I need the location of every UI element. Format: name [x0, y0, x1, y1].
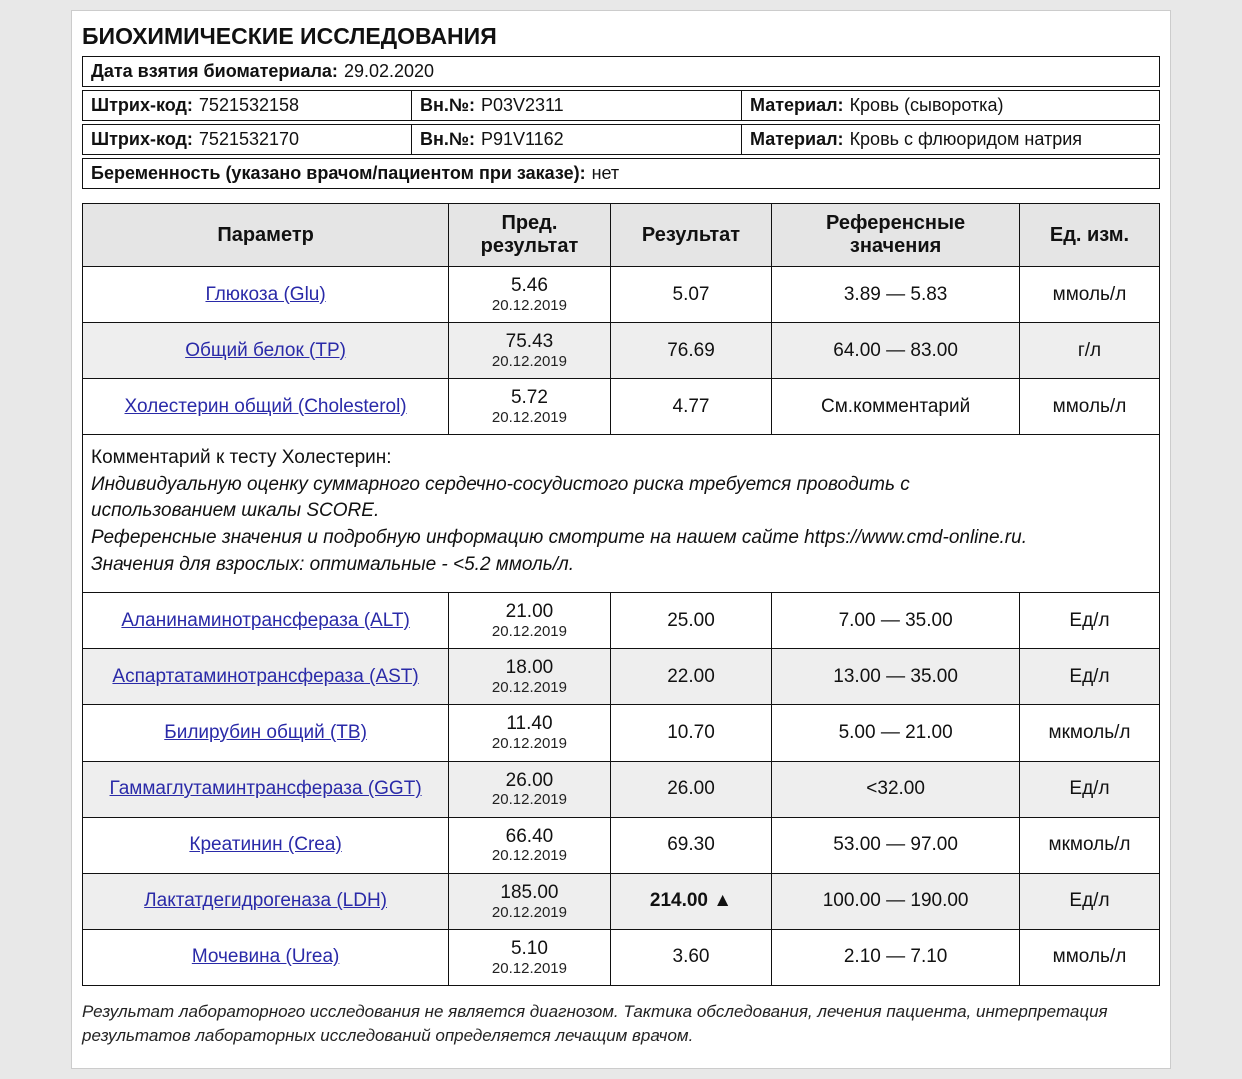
param-link[interactable]: Билирубин общий (TB) [164, 722, 367, 743]
param-link[interactable]: Гаммаглутаминтрансфераза (GGT) [110, 778, 422, 799]
prev-cell: 5.7220.12.2019 [449, 379, 611, 435]
unit-cell: мкмоль/л [1019, 705, 1159, 761]
param-link[interactable]: Креатинин (Crea) [189, 834, 341, 855]
prev-cell: 5.1020.12.2019 [449, 929, 611, 985]
meta-pregnancy: Беременность (указано врачом/пациентом п… [82, 158, 1160, 189]
ref-cell: 2.10 — 7.10 [772, 929, 1020, 985]
table-row: Лактатдегидрогеназа (LDH) 185.0020.12.201… [83, 873, 1160, 929]
meta-date-value: 29.02.2020 [344, 61, 434, 82]
prev-cell: 11.4020.12.2019 [449, 705, 611, 761]
param-cell: Холестерин общий (Cholesterol) [83, 379, 449, 435]
col-prev: Пред. результат [449, 204, 611, 267]
param-link[interactable]: Лактатдегидрогеназа (LDH) [144, 890, 387, 911]
ref-cell: 53.00 — 97.00 [772, 817, 1020, 873]
param-cell: Общий белок (TP) [83, 323, 449, 379]
unit-cell: ммоль/л [1019, 379, 1159, 435]
meta-date-label: Дата взятия биоматериала: [91, 61, 338, 82]
prev-cell: 75.4320.12.2019 [449, 323, 611, 379]
prev-cell: 66.4020.12.2019 [449, 817, 611, 873]
ref-cell: 64.00 — 83.00 [772, 323, 1020, 379]
table-row: Мочевина (Urea) 5.1020.12.20193.602.10 — … [83, 929, 1160, 985]
result-cell: 3.60 [610, 929, 772, 985]
col-result: Результат [610, 204, 772, 267]
param-link[interactable]: Холестерин общий (Cholesterol) [125, 396, 407, 417]
section-title: БИОХИМИЧЕСКИЕ ИССЛЕДОВАНИЯ [82, 23, 1160, 50]
meta-barcode-1: Штрих-код: 7521532170 [82, 124, 412, 155]
result-cell: 22.00 [610, 649, 772, 705]
col-ref: Референсные значения [772, 204, 1020, 267]
result-cell: 26.00 [610, 761, 772, 817]
param-cell: Креатинин (Crea) [83, 817, 449, 873]
param-cell: Аспартатаминотрансфераза (AST) [83, 649, 449, 705]
lab-report-sheet: БИОХИМИЧЕСКИЕ ИССЛЕДОВАНИЯ Дата взятия б… [71, 10, 1171, 1069]
meta-material-0: Материал: Кровь (сыворотка) [742, 90, 1160, 121]
result-cell: 25.00 [610, 593, 772, 649]
table-row: Аспартатаминотрансфераза (AST) 18.0020.12… [83, 649, 1160, 705]
result-cell: 10.70 [610, 705, 772, 761]
meta-vn-1: Вн.№: P91V1162 [412, 124, 742, 155]
param-cell: Глюкоза (Glu) [83, 267, 449, 323]
prev-cell: 21.0020.12.2019 [449, 593, 611, 649]
param-link[interactable]: Мочевина (Urea) [192, 946, 340, 967]
results-header-row: Параметр Пред. результат Результат Рефер… [83, 204, 1160, 267]
param-cell: Аланинаминотрансфераза (ALT) [83, 593, 449, 649]
unit-cell: Ед/л [1019, 593, 1159, 649]
unit-cell: ммоль/л [1019, 267, 1159, 323]
unit-cell: ммоль/л [1019, 929, 1159, 985]
comment-cell: Комментарий к тесту Холестерин:Индивидуа… [83, 435, 1160, 593]
meta-material-1: Материал: Кровь с флюоридом натрия [742, 124, 1160, 155]
meta-barcode-0: Штрих-код: 7521532158 [82, 90, 412, 121]
table-row: Глюкоза (Glu) 5.4620.12.20195.073.89 — 5.… [83, 267, 1160, 323]
param-link[interactable]: Аланинаминотрансфераза (ALT) [121, 610, 409, 631]
table-row: Холестерин общий (Cholesterol) 5.7220.12.… [83, 379, 1160, 435]
unit-cell: Ед/л [1019, 649, 1159, 705]
unit-cell: мкмоль/л [1019, 817, 1159, 873]
param-cell: Гаммаглутаминтрансфераза (GGT) [83, 761, 449, 817]
results-table: Параметр Пред. результат Результат Рефер… [82, 203, 1160, 986]
param-link[interactable]: Аспартатаминотрансфераза (AST) [112, 666, 418, 687]
table-row: Креатинин (Crea) 66.4020.12.201969.3053.0… [83, 817, 1160, 873]
result-cell: 69.30 [610, 817, 772, 873]
ref-cell: См.комментарий [772, 379, 1020, 435]
table-row: Билирубин общий (TB) 11.4020.12.201910.70… [83, 705, 1160, 761]
col-param: Параметр [83, 204, 449, 267]
ref-cell: <32.00 [772, 761, 1020, 817]
param-link[interactable]: Общий белок (TP) [185, 340, 346, 361]
prev-cell: 26.0020.12.2019 [449, 761, 611, 817]
table-row: Аланинаминотрансфераза (ALT) 21.0020.12.2… [83, 593, 1160, 649]
ref-cell: 7.00 — 35.00 [772, 593, 1020, 649]
meta-date: Дата взятия биоматериала: 29.02.2020 [82, 56, 1160, 87]
param-cell: Мочевина (Urea) [83, 929, 449, 985]
param-link[interactable]: Глюкоза (Glu) [205, 284, 325, 305]
ref-cell: 3.89 — 5.83 [772, 267, 1020, 323]
prev-cell: 18.0020.12.2019 [449, 649, 611, 705]
unit-cell: г/л [1019, 323, 1159, 379]
meta-vn-0: Вн.№: P03V2311 [412, 90, 742, 121]
col-unit: Ед. изм. [1019, 204, 1159, 267]
param-cell: Лактатдегидрогеназа (LDH) [83, 873, 449, 929]
result-cell: 214.00 ▲ [610, 873, 772, 929]
comment-row: Комментарий к тесту Холестерин:Индивидуа… [83, 435, 1160, 593]
prev-cell: 185.0020.12.2019 [449, 873, 611, 929]
table-row: Гаммаглутаминтрансфераза (GGT) 26.0020.12… [83, 761, 1160, 817]
param-cell: Билирубин общий (TB) [83, 705, 449, 761]
footnote: Результат лабораторного исследования не … [82, 1000, 1160, 1048]
table-row: Общий белок (TP) 75.4320.12.201976.6964.0… [83, 323, 1160, 379]
result-cell: 76.69 [610, 323, 772, 379]
prev-cell: 5.4620.12.2019 [449, 267, 611, 323]
result-cell: 5.07 [610, 267, 772, 323]
ref-cell: 5.00 — 21.00 [772, 705, 1020, 761]
unit-cell: Ед/л [1019, 873, 1159, 929]
ref-cell: 13.00 — 35.00 [772, 649, 1020, 705]
unit-cell: Ед/л [1019, 761, 1159, 817]
ref-cell: 100.00 — 190.00 [772, 873, 1020, 929]
result-cell: 4.77 [610, 379, 772, 435]
